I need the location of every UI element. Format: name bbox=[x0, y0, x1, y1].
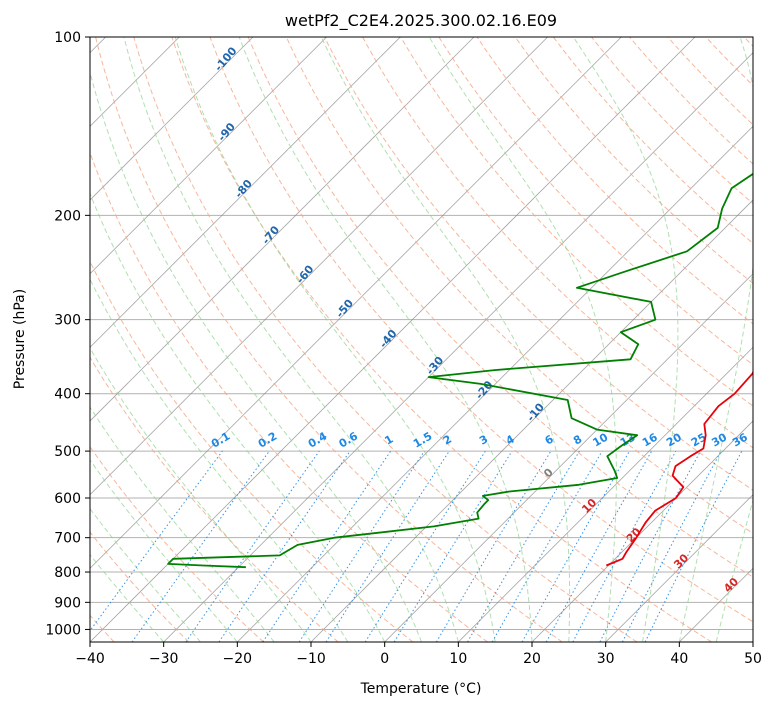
isotherm-line bbox=[458, 346, 753, 642]
x-tick-label: 10 bbox=[449, 651, 467, 667]
x-tick-label: 30 bbox=[597, 651, 615, 667]
y-tick-label: 700 bbox=[54, 531, 81, 547]
dry-adiabat-line bbox=[209, 37, 753, 623]
moist-adiabat-line bbox=[90, 459, 238, 642]
mixing-ratio-line bbox=[298, 450, 425, 642]
x-tick-label: 50 bbox=[744, 651, 762, 667]
moist-adiabat-line bbox=[428, 37, 617, 642]
dry-adiabat-line bbox=[438, 37, 753, 366]
mixing-ratio-line bbox=[393, 450, 513, 642]
dry-adiabat-line bbox=[90, 531, 190, 642]
moist-adiabat-line bbox=[174, 37, 496, 642]
isotherm-line bbox=[90, 37, 475, 422]
isotherm-line bbox=[237, 125, 753, 642]
mixing-ratio-line bbox=[218, 450, 351, 642]
isotherm-line bbox=[90, 37, 401, 348]
moist-adiabat-line bbox=[90, 192, 386, 642]
mixing-ratio-line bbox=[131, 450, 270, 642]
dry-adiabat-line bbox=[133, 37, 638, 642]
x-tick-label: −20 bbox=[223, 651, 253, 667]
isotherm-line bbox=[605, 494, 753, 642]
mixing-ratio-line bbox=[545, 450, 653, 642]
dry-adiabat-line bbox=[90, 260, 414, 642]
isotherm-line bbox=[90, 37, 254, 201]
moist-adiabat-line bbox=[90, 278, 349, 642]
temperature-line bbox=[605, 370, 753, 567]
moist-adiabat-line bbox=[572, 37, 679, 642]
mixing-ratio-line bbox=[185, 450, 320, 642]
dry-adiabat-line bbox=[514, 37, 753, 285]
moist-adiabat-line bbox=[678, 37, 753, 642]
dry-adiabat-line bbox=[400, 37, 753, 407]
isotherm-line bbox=[384, 273, 753, 642]
chart-title: wetPf2_C2E4.2025.300.02.16.E09 bbox=[285, 11, 557, 31]
y-axis-label: Pressure (hPa) bbox=[12, 289, 28, 389]
dry-adiabat-line bbox=[362, 37, 753, 449]
x-tick-label: 40 bbox=[670, 651, 688, 667]
dry-adiabat-line bbox=[552, 37, 753, 244]
y-tick-label: 300 bbox=[54, 313, 81, 329]
dry-adiabat-line bbox=[629, 37, 753, 165]
mixing-ratio-line bbox=[521, 450, 630, 642]
x-tick-label: −30 bbox=[149, 651, 179, 667]
isotherm-line bbox=[90, 37, 622, 569]
y-tick-label: 400 bbox=[54, 387, 81, 403]
y-tick-label: 200 bbox=[54, 208, 81, 224]
moist-adiabat-line bbox=[238, 37, 533, 642]
y-tick-label: 800 bbox=[54, 565, 81, 581]
mixing-ratio-line bbox=[325, 450, 450, 642]
x-tick-label: 20 bbox=[523, 651, 541, 667]
dry-adiabat-line bbox=[324, 37, 753, 491]
dewpoint-line bbox=[167, 172, 753, 569]
y-tick-label: 600 bbox=[54, 491, 81, 507]
moist-adiabat-line bbox=[90, 406, 275, 642]
y-tick-label: 1000 bbox=[45, 622, 81, 638]
mixing-ratio-line bbox=[90, 450, 223, 632]
moist-adiabat-line bbox=[90, 347, 312, 642]
mixing-ratio-line bbox=[262, 450, 392, 642]
x-tick-label: −40 bbox=[75, 651, 105, 667]
mixing-ratio-line bbox=[572, 450, 677, 642]
dry-adiabat-line bbox=[247, 37, 753, 578]
dry-adiabat-line bbox=[171, 37, 712, 642]
axis-ticks: −40 −30 −20 −10 0 10 20 30 40 50 100 200 300 400 500 60… bbox=[45, 30, 762, 667]
y-tick-label: 500 bbox=[54, 444, 81, 460]
x-tick-label: −10 bbox=[296, 651, 326, 667]
isotherm-line bbox=[90, 37, 327, 275]
isotherm-line bbox=[90, 37, 548, 496]
dry-adiabat-line bbox=[285, 37, 753, 534]
y-tick-label: 900 bbox=[54, 595, 81, 611]
x-tick-label: 0 bbox=[380, 651, 389, 667]
isotherm-line bbox=[163, 52, 753, 642]
x-axis-label: Temperature (°C) bbox=[360, 681, 482, 697]
moist-adiabat-line bbox=[123, 37, 459, 642]
moist-adiabat-line bbox=[715, 497, 753, 642]
mixing-ratio-line bbox=[644, 450, 743, 642]
plot-frame bbox=[89, 36, 754, 643]
y-tick-label: 100 bbox=[54, 30, 81, 46]
profile-lines bbox=[167, 172, 753, 569]
